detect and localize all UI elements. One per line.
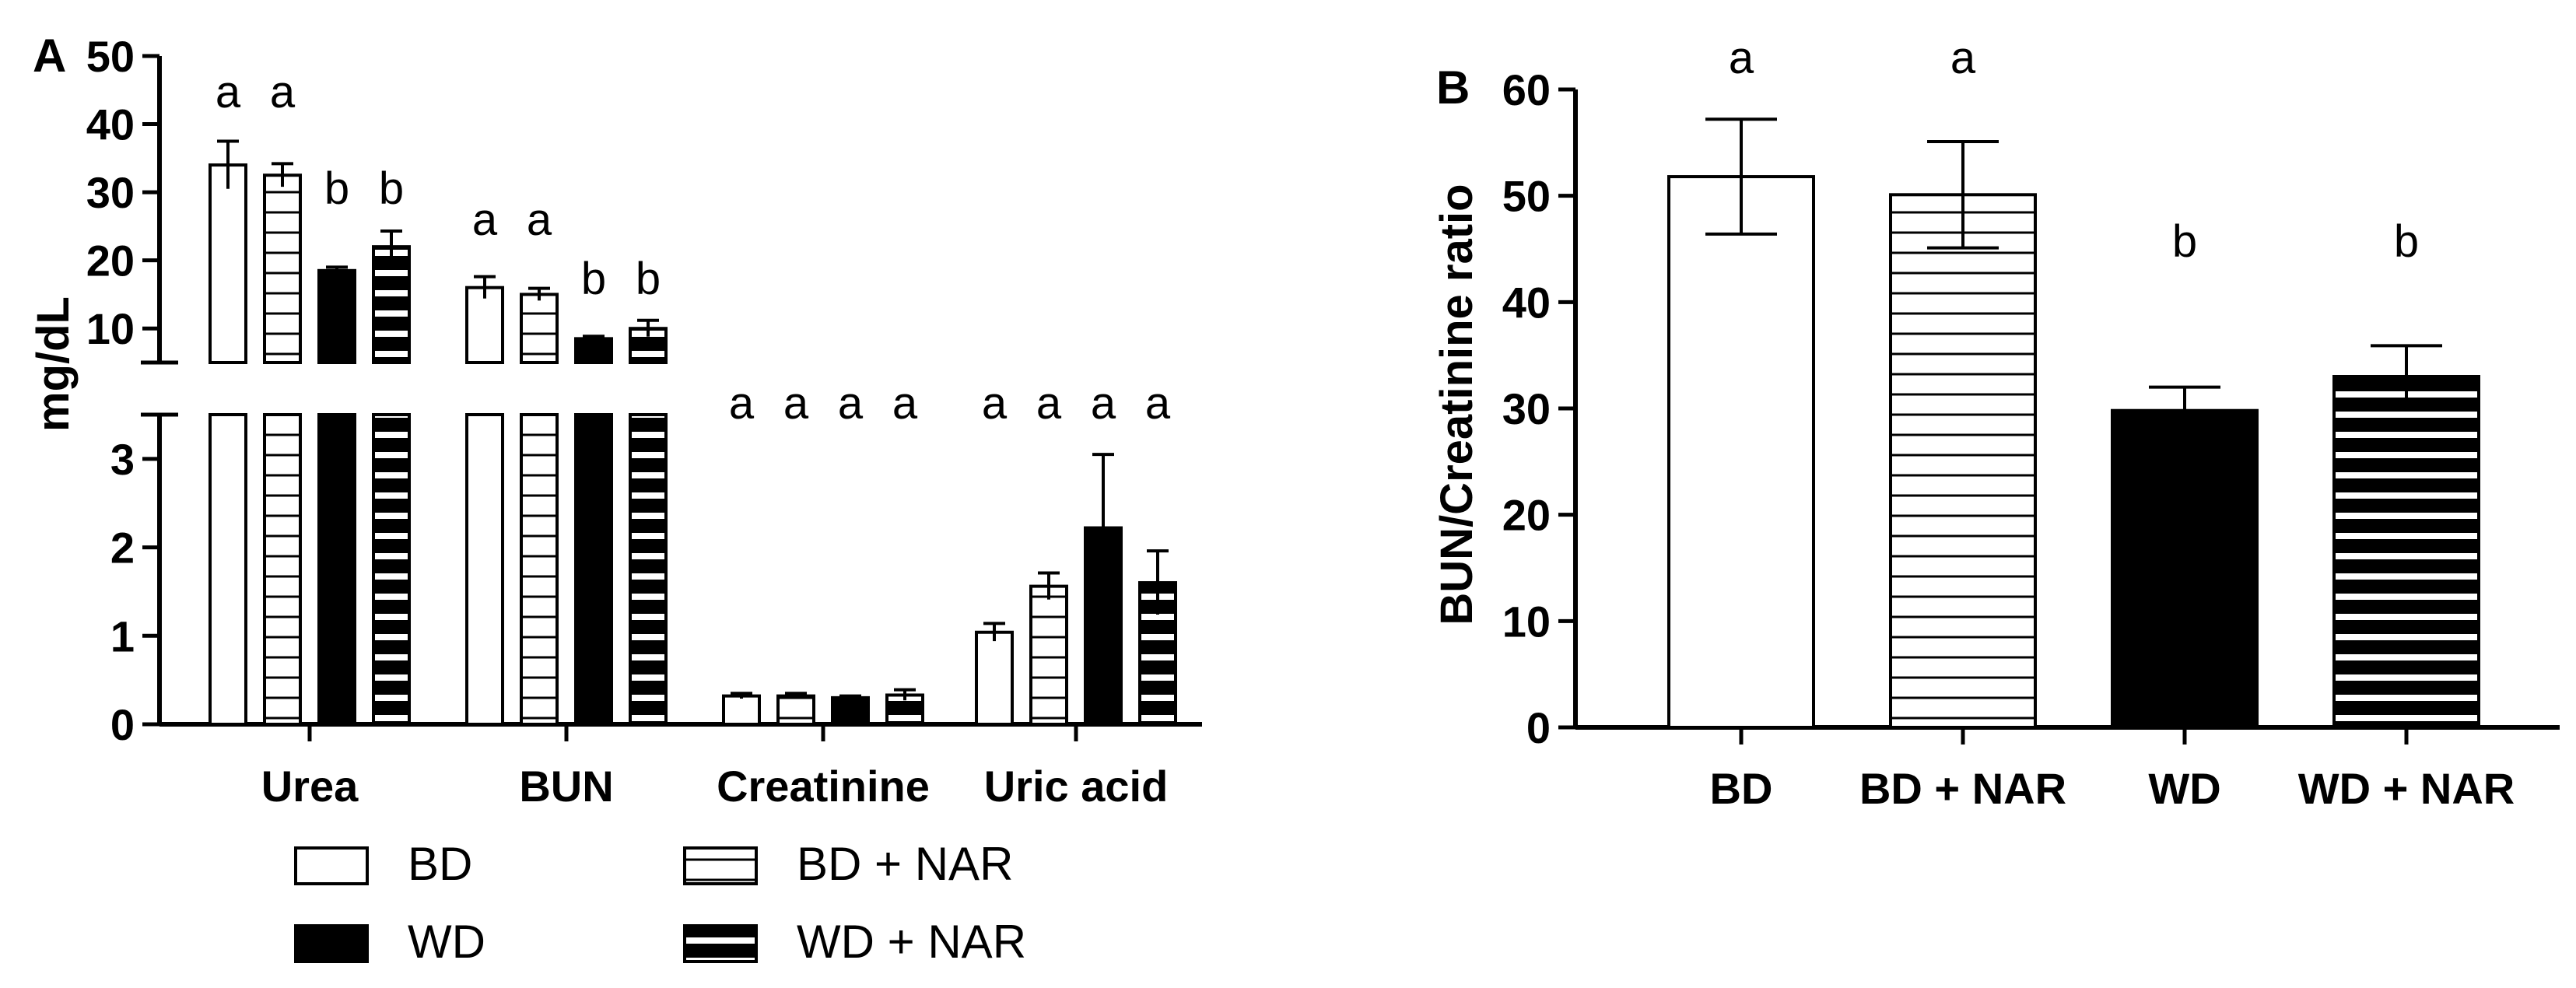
bar-bun-1-upper (520, 293, 559, 365)
significance-letter: a (1091, 378, 1116, 429)
panel-a-y-tick-label: 3 (110, 435, 135, 484)
bar-wd (2111, 408, 2259, 729)
panel-b-y-tick-label: 0 (1526, 703, 1551, 752)
panel-b-label: B (1436, 61, 1470, 114)
panel-a-axes: 0 1 2 3 10 20 30 40 50 (86, 32, 1202, 749)
panel-a-category-label: Creatinine (717, 762, 930, 811)
bar-bun-0-lower (465, 413, 504, 726)
bar-uric-acid-0 (975, 630, 1014, 726)
panel-a-y-tick-label: 50 (86, 32, 135, 81)
panel-b-y-tick-label: 10 (1502, 597, 1551, 646)
bar-urea-3-upper (372, 245, 411, 364)
bar-urea-0-lower (209, 413, 247, 726)
panel-b-y-tick-label: 50 (1502, 172, 1551, 221)
bar-creatinine-2 (831, 695, 870, 727)
panel-a-y-tick-label: 10 (86, 304, 135, 353)
panel-a-y-tick-label: 20 (86, 236, 135, 286)
legend-label: BD (408, 838, 472, 890)
bar-urea-2-lower (317, 413, 356, 726)
legend-swatch-0 (294, 846, 369, 885)
panel-b-category-label: WD (2148, 764, 2220, 813)
significance-letter: a (1729, 33, 1754, 83)
panel-b-chart: B BUN/Creatinine ratio 0 10 20 30 40 50 60 a a b… (1432, 33, 2560, 813)
legend-label: BD + NAR (797, 838, 1013, 890)
significance-letter: a (783, 378, 809, 429)
panel-a-y-tick-label: 1 (110, 611, 135, 660)
significance-letter: a (1036, 378, 1062, 429)
bar-urea-0-upper (209, 163, 247, 364)
bar-urea-3-lower (372, 413, 411, 726)
panel-a-y-tick-label: 2 (110, 524, 135, 573)
legend: BD BD + NAR WD WD + NAR (294, 838, 1026, 968)
bar-bun-2-upper (574, 337, 613, 365)
panel-b-category-label: WD + NAR (2298, 764, 2515, 813)
significance-letter: b (324, 163, 349, 214)
significance-letter: a (1950, 33, 1976, 83)
bar-wd-nar (2332, 375, 2480, 729)
panel-a-category-label: Urea (261, 762, 359, 811)
significance-letter: a (1145, 378, 1171, 429)
significance-letter: a (216, 67, 241, 117)
panel-b-y-tick-label: 60 (1502, 65, 1551, 114)
panel-b-y-tick-label: 40 (1502, 278, 1551, 327)
bar-uric-acid-3 (1138, 581, 1177, 726)
panel-a-label: A (33, 30, 66, 82)
significance-letter: b (379, 163, 404, 214)
panel-b-category-labels: BD BD + NAR WD WD + NAR (1710, 727, 2515, 813)
legend-swatch-3 (683, 924, 758, 963)
significance-letter: b (581, 254, 606, 304)
bar-bun-3-lower (629, 413, 668, 726)
legend-swatch-1 (683, 846, 758, 885)
panel-b-y-axis-label: BUN/Creatinine ratio (1432, 184, 1482, 625)
significance-letter: a (527, 194, 552, 245)
significance-letter: b (2172, 216, 2197, 267)
bar-creatinine-1 (776, 694, 815, 727)
panel-a-category-labels: Urea BUN Creatinine Uric acid (261, 724, 1169, 811)
significance-letter: b (636, 254, 661, 304)
significance-letter: a (982, 378, 1008, 429)
bar-urea-1-lower (263, 413, 302, 726)
bar-bd-nar (1889, 193, 2037, 730)
bar-creatinine-0 (722, 694, 761, 727)
panel-a-category-label: BUN (519, 762, 613, 811)
bar-uric-acid-1 (1029, 584, 1068, 726)
bar-bun-2-lower (574, 413, 613, 726)
significance-letter: b (2394, 216, 2419, 267)
significance-letter: a (729, 378, 755, 429)
panel-a-y-tick-label: 0 (110, 700, 135, 749)
bar-bd (1667, 175, 1815, 730)
panel-b-category-label: BD (1710, 764, 1773, 813)
panel-a-bars: a ab ba ab ba a a a a a a a (209, 67, 1177, 727)
bar-urea-2-upper (317, 268, 356, 364)
significance-letter: a (838, 378, 864, 429)
panel-a-category-label: Uric acid (984, 762, 1169, 811)
legend-label: WD + NAR (797, 916, 1026, 968)
legend-label: WD (408, 916, 485, 968)
bar-bun-0-upper (465, 286, 504, 365)
panel-b-y-tick-label: 30 (1502, 384, 1551, 433)
panel-b-y-tick-label: 20 (1502, 491, 1551, 540)
panel-a-y-tick-label: 40 (86, 100, 135, 149)
bar-bun-1-lower (520, 413, 559, 726)
bar-urea-1-upper (263, 173, 302, 364)
significance-letter: a (472, 194, 498, 245)
panel-b-category-label: BD + NAR (1859, 764, 2066, 813)
legend-swatch-2 (294, 924, 369, 963)
panel-b-bars: a a b b (1667, 33, 2480, 730)
panel-a-y-tick-label: 30 (86, 168, 135, 217)
significance-letter: a (270, 67, 296, 117)
panel-a-y-axis-label: mg/dL (28, 296, 79, 432)
significance-letter: a (892, 378, 918, 429)
